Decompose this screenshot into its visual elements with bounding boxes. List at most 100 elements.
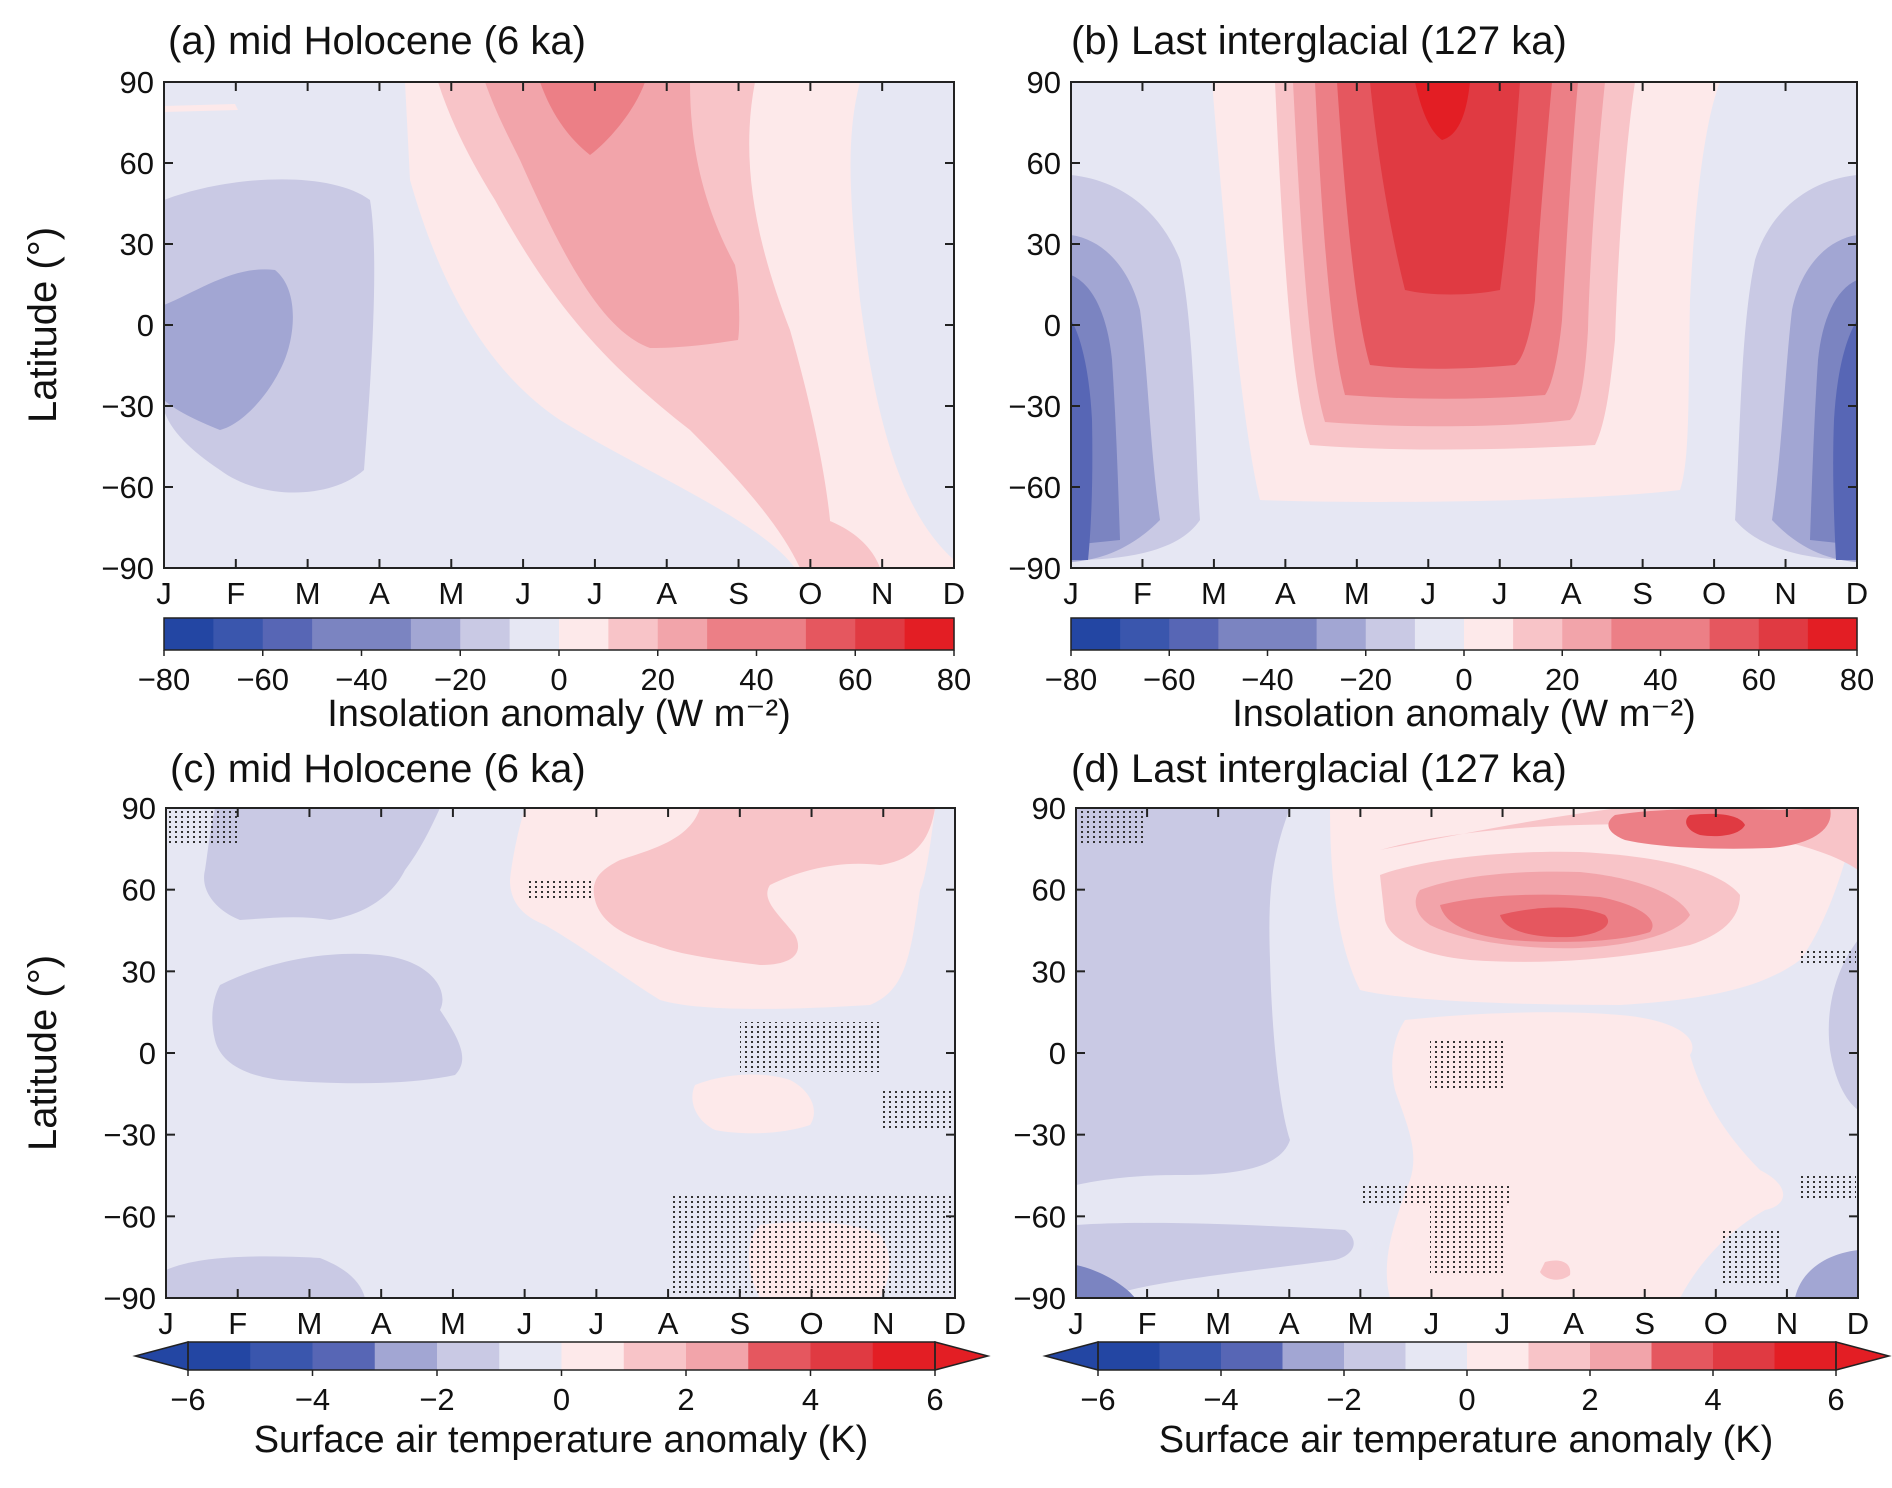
colorbar-tick-label: −6: [1080, 1382, 1115, 1417]
y-tick-label: 30: [122, 954, 156, 989]
y-tick-label: −30: [103, 1118, 156, 1153]
panel-d-pos-south-spot: [1540, 1260, 1571, 1280]
colorbar-tick-label: −6: [170, 1382, 205, 1417]
panel-a-field: [164, 82, 954, 568]
x-tick-label: D: [944, 1306, 966, 1341]
colorbar-swatch: [1159, 1342, 1222, 1370]
x-tick-label: A: [369, 576, 390, 611]
x-tick-label: S: [1634, 1306, 1655, 1341]
colorbar-tick-label: 0: [553, 1382, 570, 1417]
y-tick-label: 60: [122, 873, 156, 908]
panel-b-neg-east-40: [1833, 320, 1857, 560]
colorbar-swatch: [1267, 618, 1318, 650]
colorbar-tick-label: −80: [138, 662, 191, 697]
panel-a: (a) mid Holocene (6 ka) Latitude (°) 90 6…: [21, 19, 971, 735]
x-tick-label: F: [226, 576, 245, 611]
x-tick-label: F: [1138, 1306, 1157, 1341]
colorbar-swatch: [1221, 1342, 1284, 1370]
x-tick-label: M: [1201, 576, 1227, 611]
y-tick-label: 90: [120, 65, 154, 100]
panel-c-neg-north: [204, 808, 440, 920]
colorbar-swatch: [1611, 618, 1662, 650]
panel-d-stipple-2: [1800, 950, 1856, 965]
panel-c-pos-tropic: [692, 1074, 814, 1134]
colorbar-swatch: [1071, 618, 1121, 650]
panel-a-pos-contour-south: [798, 512, 880, 568]
colorbar-swatch: [1807, 618, 1858, 650]
panel-c-pos-north-1: [593, 808, 935, 965]
colorbar-extend-low: [1042, 1341, 1099, 1371]
x-tick-label: A: [1563, 1306, 1584, 1341]
x-tick-label: O: [1702, 576, 1726, 611]
panel-d-neg-south-core: [1076, 1265, 1135, 1298]
colorbar-tick-label: −40: [335, 662, 388, 697]
colorbar-swatch: [164, 618, 214, 650]
panel-a-yticks: 90 60 30 0 −30 −60 −90: [101, 65, 954, 586]
panel-c-neg-south: [166, 1256, 365, 1298]
panel-d-stipple-1: [1078, 810, 1143, 845]
y-tick-label: 60: [1027, 146, 1061, 181]
colorbar-tick-label: −20: [434, 662, 487, 697]
colorbar-swatch: [559, 618, 609, 650]
colorbar-tick-label: −60: [236, 662, 289, 697]
colorbar-swatch: [1651, 1342, 1714, 1370]
panel-b-field: [1071, 82, 1857, 568]
colorbar-swatch: [1660, 618, 1711, 650]
panel-a-neg-contour-30: [164, 269, 293, 430]
colorbar-extend-high: [934, 1341, 991, 1371]
colorbar-swatch: [1405, 1342, 1468, 1370]
x-tick-label: M: [1347, 1306, 1373, 1341]
x-tick-label: S: [728, 576, 749, 611]
colorbar-swatch: [608, 618, 659, 650]
colorbar-swatch: [262, 618, 313, 650]
y-tick-label: 30: [1032, 954, 1066, 989]
colorbar-tick-label: 0: [550, 662, 567, 697]
colorbar-swatch: [686, 1342, 749, 1370]
y-tick-label: −60: [1013, 1199, 1066, 1234]
x-tick-label: M: [297, 1306, 323, 1341]
y-tick-label: 0: [1044, 308, 1061, 343]
x-tick-label: J: [1424, 1306, 1440, 1341]
panel-d-stipple-7: [1800, 1175, 1856, 1200]
colorbar-tick-label: 6: [926, 1382, 943, 1417]
y-tick-label: 90: [122, 791, 156, 826]
colorbar-swatch: [872, 1342, 936, 1370]
x-tick-label: J: [1068, 1306, 1084, 1341]
panel-d-stipple-5: [1430, 1205, 1505, 1275]
panel-a-colorbar: −80 −60 −40 −20 0 20 40 60 80: [138, 617, 971, 697]
panel-d-neg-east: [1828, 940, 1858, 1110]
panel-a-pos-contour-sliver: [164, 104, 238, 112]
colorbar-swatch: [1464, 618, 1514, 650]
colorbar-tick-label: 6: [1827, 1382, 1844, 1417]
y-tick-label: 90: [1032, 791, 1066, 826]
x-tick-label: F: [228, 1306, 247, 1341]
colorbar-swatch: [374, 1342, 438, 1370]
colorbar-tick-label: 4: [802, 1382, 819, 1417]
panel-d-neg-southeast: [1795, 1250, 1858, 1298]
x-tick-label: D: [1847, 1306, 1869, 1341]
panel-c-neg-tropic: [212, 953, 463, 1084]
colorbar-extend-low: [132, 1341, 189, 1371]
colorbar-tick-label: −20: [1339, 662, 1392, 697]
colorbar-swatch: [1120, 618, 1170, 650]
x-tick-label: J: [1421, 576, 1437, 611]
colorbar-swatch: [1414, 618, 1465, 650]
colorbar-tick-label: −80: [1045, 662, 1098, 697]
colorbar-tick-label: −60: [1143, 662, 1196, 697]
panel-b-title: (b) Last interglacial (127 ka): [1071, 19, 1567, 63]
y-tick-label: 30: [120, 227, 154, 262]
panel-b-colorbar-label: Insolation anomaly (W m⁻²): [1232, 693, 1696, 735]
x-tick-label: A: [656, 576, 677, 611]
x-tick-label: J: [517, 1306, 533, 1341]
colorbar-swatch: [460, 618, 511, 650]
x-tick-label: O: [798, 576, 822, 611]
panel-a-colorbar-label: Insolation anomaly (W m⁻²): [327, 693, 791, 735]
colorbar-swatch: [1758, 618, 1809, 650]
y-tick-label: 0: [139, 1036, 156, 1071]
panel-d-stipple-6: [1720, 1228, 1780, 1283]
panel-c-colorbar-label: Surface air temperature anomaly (K): [254, 1419, 869, 1461]
panel-c-colorbar: −6 −4 −2 0 2 4 6: [132, 1341, 991, 1417]
colorbar-tick-label: −4: [1203, 1382, 1238, 1417]
